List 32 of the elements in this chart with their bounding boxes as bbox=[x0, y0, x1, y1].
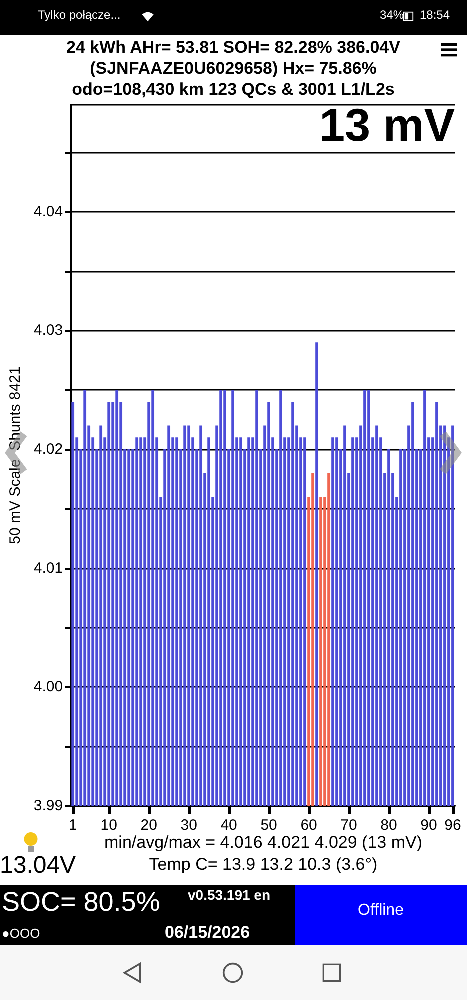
y-tick-label: 4.04 bbox=[34, 203, 64, 220]
text: min/avg/max = 4.016 4.021 4.029 (13 mV) bbox=[104, 833, 424, 853]
x-tick-label: 20 bbox=[140, 817, 158, 834]
x-tick-label: 30 bbox=[180, 817, 198, 834]
text: ●OOO bbox=[2, 926, 40, 942]
y-tick-label: 3.99 bbox=[34, 798, 64, 814]
x-tick-label: 60 bbox=[300, 817, 318, 834]
y-tick-label: 4.02 bbox=[34, 441, 64, 458]
text: Tylko połącze... bbox=[38, 8, 121, 22]
x-tick-label: 80 bbox=[380, 817, 398, 834]
y-tick-label: 4.03 bbox=[34, 322, 64, 340]
y-tick-label: 4.01 bbox=[34, 560, 64, 577]
annotation: 13 mV bbox=[318, 99, 455, 151]
x-tick-label: 10 bbox=[100, 817, 118, 834]
text: v0.53.191 en bbox=[188, 887, 271, 904]
x-tick-label: 50 bbox=[260, 817, 278, 834]
chart-title: 24 kWh AHr= 53.81 SOH= 82.28% 386.04V bbox=[66, 37, 402, 58]
y-axis-title: 50 mV Scale Shunts 8421 bbox=[7, 366, 24, 544]
text: 18:54 bbox=[420, 8, 450, 22]
text: Temp C= 13.9 13.2 10.3 (3.6°) bbox=[149, 855, 378, 874]
y-tick-label: 4.00 bbox=[34, 678, 64, 696]
text: 34% bbox=[380, 8, 404, 22]
x-tick-label: 40 bbox=[220, 817, 238, 834]
text: Offline bbox=[357, 902, 405, 920]
x-tick-label: 70 bbox=[340, 817, 358, 834]
x-tick-label: 1 bbox=[68, 817, 78, 834]
chart-subtitle: (SJNFAAZE0U6029658) Hx= 75.86% odo=108,430 km 123 QCs & 3001 L1/L2s bbox=[71, 58, 396, 100]
x-tick-label: 96 bbox=[444, 817, 462, 834]
text: 06/15/2026 bbox=[165, 923, 250, 943]
text: 13.04V bbox=[0, 852, 76, 880]
text: SOC= 80.5% bbox=[2, 887, 160, 918]
x-tick-label: 90 bbox=[420, 817, 438, 834]
